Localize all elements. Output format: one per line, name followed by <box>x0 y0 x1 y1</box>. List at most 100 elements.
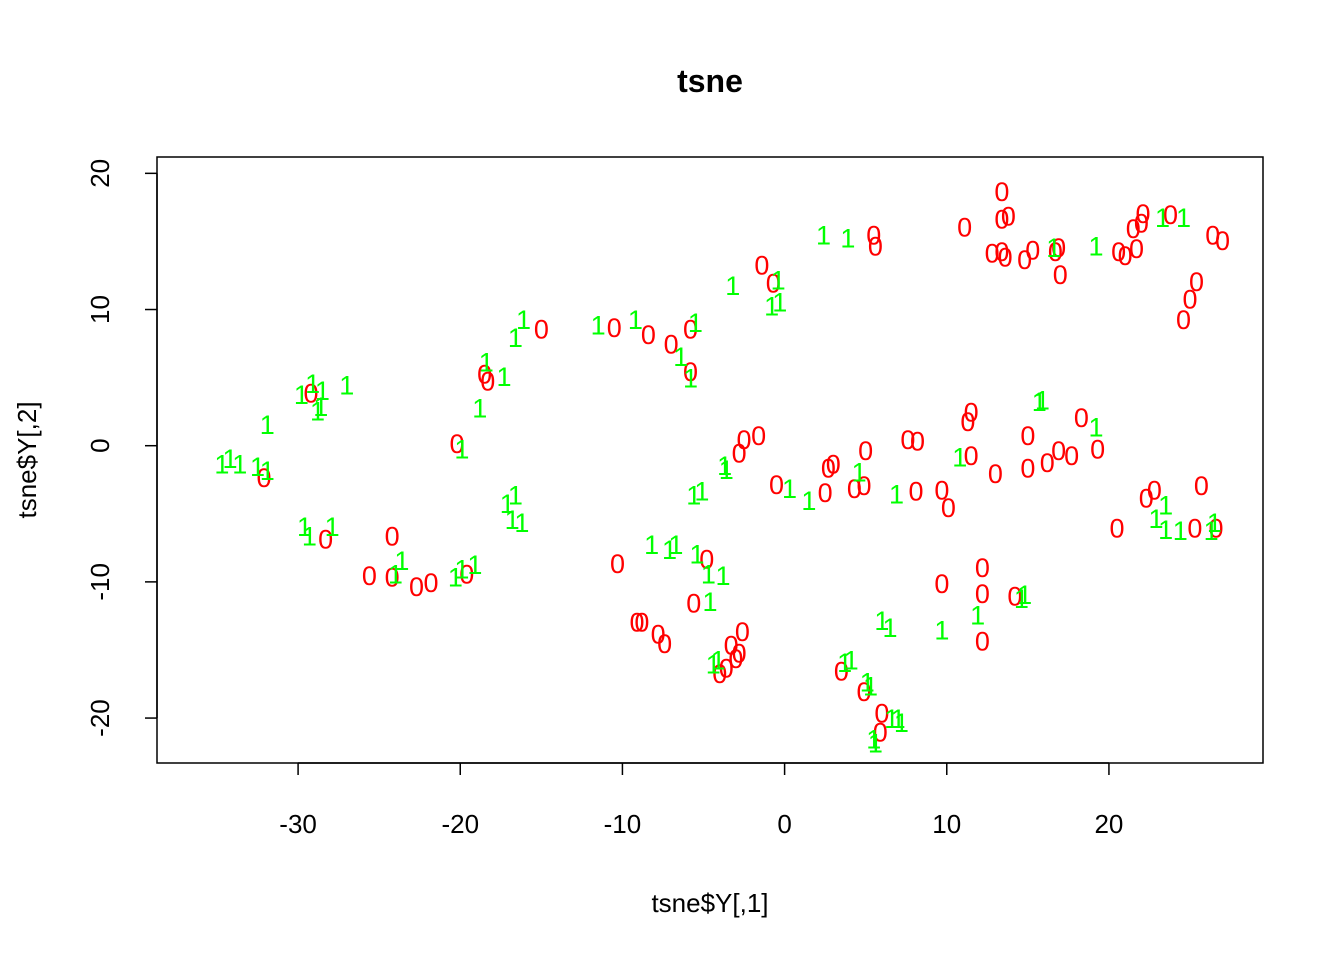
data-point-0: 0 <box>1176 305 1191 335</box>
data-point-1: 1 <box>1035 385 1050 415</box>
data-point-1: 1 <box>816 221 831 251</box>
data-point-1: 1 <box>302 522 317 552</box>
data-point-1: 1 <box>874 606 889 636</box>
data-point-0: 0 <box>826 449 841 479</box>
data-point-0: 0 <box>1064 441 1079 471</box>
x-tick-label: -20 <box>441 809 479 839</box>
data-point-0: 0 <box>1208 513 1223 543</box>
y-tick-label: -10 <box>85 563 115 601</box>
data-point-0: 0 <box>737 425 752 455</box>
data-point-1: 1 <box>1158 515 1173 545</box>
data-point-0: 0 <box>821 453 836 483</box>
data-point-0: 0 <box>847 474 862 504</box>
data-point-1: 1 <box>394 546 409 576</box>
y-axis-label: tsne$Y[,2] <box>12 401 42 518</box>
data-point-1: 1 <box>260 410 275 440</box>
data-point-0: 0 <box>1017 245 1032 275</box>
data-point-1: 1 <box>497 362 512 392</box>
data-point-1: 1 <box>840 223 855 253</box>
x-axis-label: tsne$Y[,1] <box>651 888 768 918</box>
data-point-1: 1 <box>662 535 677 565</box>
data-point-0: 0 <box>866 221 881 251</box>
data-point-1: 1 <box>250 452 265 482</box>
data-point-1: 1 <box>694 477 709 507</box>
data-point-0: 0 <box>1126 214 1141 244</box>
data-point-1: 1 <box>1158 490 1173 520</box>
data-point-1: 1 <box>1176 203 1191 233</box>
data-point-0: 0 <box>1051 233 1066 263</box>
data-point-0: 0 <box>480 366 495 396</box>
data-point-0: 0 <box>751 421 766 451</box>
data-point-1: 1 <box>454 554 469 584</box>
data-point-0: 0 <box>1163 200 1178 230</box>
data-point-0: 0 <box>424 568 439 598</box>
data-point-1: 1 <box>882 613 897 643</box>
data-point-0: 0 <box>873 718 888 748</box>
data-point-0: 0 <box>1074 403 1089 433</box>
data-point-0: 0 <box>975 553 990 583</box>
data-point-0: 0 <box>1183 285 1198 315</box>
data-point-1: 1 <box>1148 504 1163 534</box>
data-point-0: 0 <box>657 629 672 659</box>
data-point-1: 1 <box>294 380 309 410</box>
data-point-1: 1 <box>717 451 732 481</box>
data-point-0: 0 <box>385 522 400 552</box>
data-point-0: 0 <box>630 607 645 637</box>
data-point-1: 1 <box>454 434 469 464</box>
data-point-0: 0 <box>934 569 949 599</box>
data-point-0: 0 <box>607 313 622 343</box>
data-point-0: 0 <box>994 177 1009 207</box>
data-point-1: 1 <box>514 508 529 538</box>
y-axis: -20 -10 0 10 20 <box>85 159 158 737</box>
x-tick-label: 10 <box>932 809 961 839</box>
data-point-0: 0 <box>724 631 739 661</box>
data-point-0: 0 <box>874 699 889 729</box>
data-point-0: 0 <box>1001 202 1016 232</box>
data-point-1: 1 <box>688 308 703 338</box>
data-point-0: 0 <box>1134 208 1149 238</box>
data-point-1: 1 <box>1046 233 1061 263</box>
data-point-0: 0 <box>1090 434 1105 464</box>
data-point-1: 1 <box>702 587 717 617</box>
data-point-0: 0 <box>1129 234 1144 264</box>
data-point-1: 1 <box>1173 516 1188 546</box>
data-point-1: 1 <box>508 481 523 511</box>
data-point-1: 1 <box>719 455 734 485</box>
data-point-0: 0 <box>1139 483 1154 513</box>
data-point-1: 1 <box>1204 516 1219 546</box>
data-point-0: 0 <box>1187 513 1202 543</box>
data-point-0: 0 <box>769 470 784 500</box>
data-point-0: 0 <box>634 607 649 637</box>
data-point-1: 1 <box>771 266 786 296</box>
data-point-0: 0 <box>735 617 750 647</box>
data-point-0: 0 <box>477 360 492 390</box>
data-point-0: 0 <box>1040 448 1055 478</box>
data-point-1: 1 <box>837 648 852 678</box>
data-point-1: 1 <box>686 481 701 511</box>
data-point-0: 0 <box>975 579 990 609</box>
data-point-1: 1 <box>448 562 463 592</box>
data-point-1: 1 <box>801 486 816 516</box>
data-point-0: 0 <box>818 478 833 508</box>
data-point-1: 1 <box>222 444 237 474</box>
data-point-1: 1 <box>934 616 949 646</box>
data-point-1: 1 <box>772 287 787 317</box>
data-point-0: 0 <box>766 268 781 298</box>
data-point-0: 0 <box>908 477 923 507</box>
data-point-0: 0 <box>975 626 990 656</box>
data-point-0: 0 <box>732 639 747 669</box>
data-point-0: 0 <box>318 524 333 554</box>
data-point-1: 1 <box>644 530 659 560</box>
data-point-0: 0 <box>868 232 883 262</box>
data-point-0: 0 <box>385 562 400 592</box>
data-point-1: 1 <box>310 396 325 426</box>
data-point-0: 0 <box>651 620 666 650</box>
data-point-1: 1 <box>1155 203 1170 233</box>
data-point-1: 1 <box>500 489 515 519</box>
data-point-1: 1 <box>764 291 779 321</box>
data-point-0: 0 <box>1118 241 1133 271</box>
data-point-0: 0 <box>1110 513 1125 543</box>
data-point-0: 0 <box>304 379 319 409</box>
data-point-0: 0 <box>610 549 625 579</box>
